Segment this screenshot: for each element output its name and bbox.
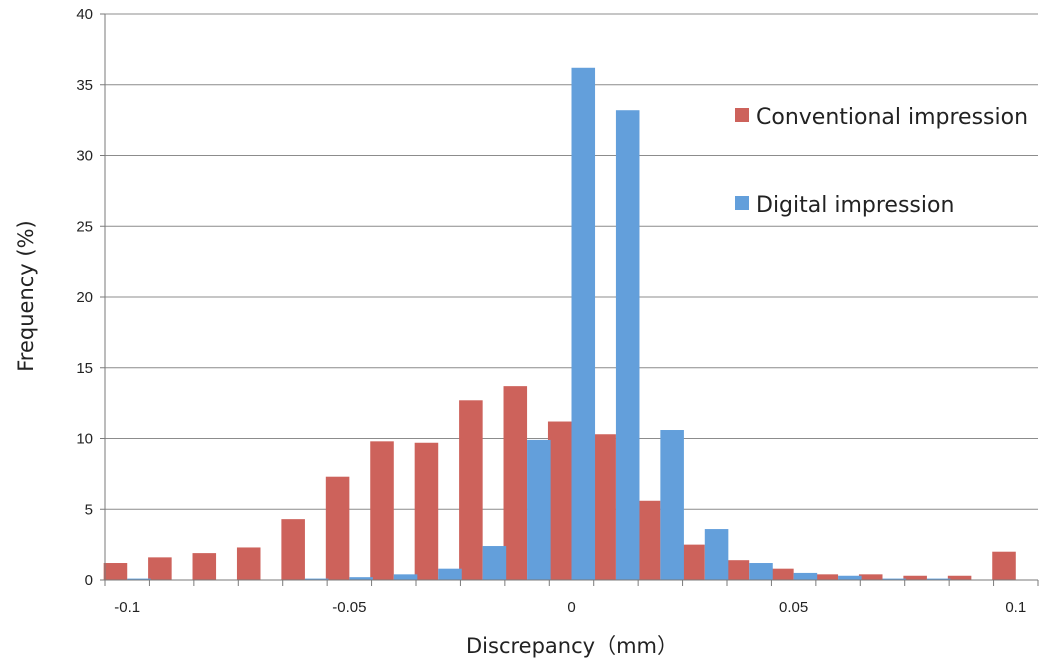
bar-digital	[482, 546, 507, 580]
bar-conventional	[370, 441, 394, 580]
x-tick-label: 0	[567, 599, 575, 616]
legend-swatch-digital	[735, 196, 749, 210]
y-tick-label: 15	[76, 360, 93, 377]
y-tick-label: 20	[76, 289, 93, 306]
bar-digital	[615, 110, 640, 580]
y-tick-label: 35	[76, 77, 93, 94]
bar-conventional	[236, 547, 261, 580]
bar-conventional	[992, 551, 1016, 580]
y-tick-label: 5	[85, 501, 93, 518]
bar-conventional	[858, 574, 883, 580]
bar-digital	[749, 563, 773, 580]
bar-digital	[304, 578, 329, 580]
x-tick-label: -0.05	[332, 599, 366, 616]
axes	[100, 13, 1039, 586]
bar-conventional	[325, 476, 350, 580]
y-tick-label: 30	[76, 148, 93, 165]
x-tick-label: -0.1	[114, 599, 140, 616]
bar-digital	[127, 578, 151, 580]
bar-digital	[527, 439, 551, 580]
y-axis-title: Frequency (%)	[14, 220, 38, 372]
x-tick-label: 0.05	[779, 599, 808, 616]
bar-digital	[393, 574, 418, 580]
y-tick-label: 40	[76, 6, 93, 23]
bar-conventional	[592, 434, 616, 580]
legend-swatch-conventional	[735, 108, 749, 122]
bar-digital	[704, 529, 729, 580]
bars	[103, 67, 1016, 581]
bar-conventional	[681, 544, 705, 581]
bar-digital	[793, 572, 818, 580]
bar-conventional	[636, 500, 661, 580]
bar-conventional	[148, 557, 172, 580]
legend: Conventional impression Digital impressi…	[735, 105, 1028, 218]
y-tick-label: 25	[76, 218, 93, 235]
bar-digital	[838, 575, 862, 580]
bar-digital	[660, 430, 684, 580]
bar-conventional	[503, 386, 528, 580]
x-tick-labels: -0.1 -0.05 0 0.05 0.1	[114, 599, 1026, 616]
bar-conventional	[459, 400, 483, 580]
bar-conventional	[814, 574, 839, 580]
bar-conventional	[192, 553, 217, 580]
bar-digital	[349, 577, 373, 580]
bar-conventional	[281, 519, 305, 580]
bar-conventional	[725, 560, 750, 580]
bar-conventional	[103, 563, 128, 580]
bar-conventional	[547, 421, 572, 580]
bar-conventional	[770, 568, 794, 580]
legend-label-digital: Digital impression	[756, 193, 954, 218]
y-tick-labels: 0 5 10 15 20 25 30 35 40	[76, 6, 93, 589]
bar-conventional	[903, 575, 927, 580]
x-axis-title: Discrepancy（mm）	[466, 634, 678, 658]
legend-label-conventional: Conventional impression	[756, 105, 1028, 130]
bar-digital	[438, 568, 462, 580]
bar-conventional	[414, 442, 439, 580]
bar-digital	[926, 578, 951, 580]
bar-conventional	[947, 575, 972, 580]
y-tick-label: 10	[76, 431, 93, 448]
bar-digital	[571, 67, 596, 580]
y-tick-label: 0	[85, 572, 93, 589]
bar-digital	[882, 578, 907, 580]
x-tick-label: 0.1	[1005, 599, 1026, 616]
